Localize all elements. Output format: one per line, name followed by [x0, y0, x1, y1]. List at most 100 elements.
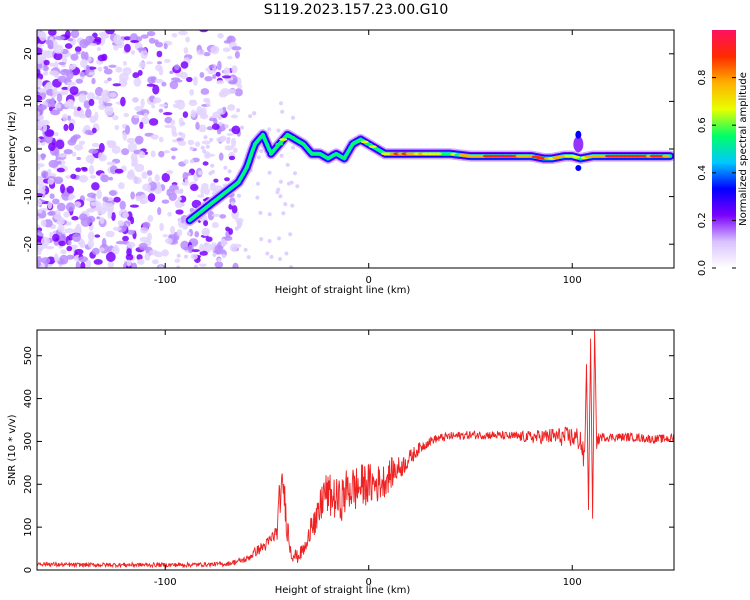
speckle-blob: [217, 60, 222, 71]
ridge-core: [360, 140, 369, 144]
speckle-blob: [170, 225, 175, 235]
speckle-blob: [156, 50, 163, 58]
speckle-blob: [259, 237, 264, 242]
speckle-blob: [140, 49, 148, 60]
speckle-blob: [158, 136, 164, 143]
speckle-blob: [45, 245, 55, 250]
speckle-blob: [53, 132, 59, 137]
speckle-blob: [124, 36, 131, 41]
speckle-blob: [226, 88, 236, 95]
speckle-blob: [112, 83, 122, 87]
speckle-blob: [130, 40, 140, 43]
speckle-blob: [78, 175, 89, 183]
speckle-blob: [138, 242, 148, 251]
y-tick-label: 0: [23, 567, 34, 573]
speckle-blob: [88, 165, 95, 175]
speckle-blob: [158, 108, 164, 113]
speckle-blob: [67, 240, 72, 246]
speckle-blob: [119, 200, 126, 210]
speckle-blob: [70, 173, 77, 180]
speckle-blob: [154, 174, 160, 182]
speckle-blob: [293, 171, 297, 176]
speckle-blob: [220, 238, 227, 247]
y-axis-label: SNR (10 * v/v): [7, 414, 18, 485]
speckle-blob: [146, 30, 156, 37]
speckle-blob: [288, 232, 293, 237]
speckle-blob: [66, 81, 77, 86]
speckle-blob: [199, 30, 209, 33]
speckle-blob: [177, 196, 182, 201]
speckle-blob: [118, 182, 125, 190]
speckle-blob: [101, 237, 107, 248]
speckle-blob: [174, 189, 179, 194]
speckle-blob: [111, 212, 116, 221]
ridge-core: [275, 142, 284, 146]
speckle-blob: [93, 259, 103, 265]
speckle-blob: [201, 140, 211, 145]
speckle-blob: [189, 89, 195, 96]
speckle-blob: [202, 149, 207, 154]
speckle-blob: [58, 61, 66, 66]
speckle-blob: [161, 172, 170, 183]
speckle-blob: [37, 260, 41, 267]
speckle-blob: [243, 247, 248, 252]
speckle-blob: [69, 86, 79, 96]
speckle-blob: [125, 253, 134, 261]
speckle-blob: [230, 137, 237, 148]
speckle-blob: [50, 97, 56, 108]
speckle-blob: [126, 137, 136, 144]
ridge-core: [433, 152, 442, 156]
speckle-blob: [158, 265, 164, 268]
y-tick-label: 400: [23, 389, 34, 408]
speckle-blob: [184, 254, 188, 259]
speckle-blob: [97, 54, 106, 62]
speckle-blob: [203, 97, 209, 103]
speckle-blob: [47, 177, 55, 185]
speckle-blob: [170, 119, 176, 126]
speckle-blob: [184, 179, 189, 184]
ridge-core: [368, 145, 377, 149]
speckle-blob: [141, 116, 150, 125]
speckle-blob: [87, 208, 94, 213]
speckle-blob: [202, 228, 209, 237]
speckle-blob: [256, 155, 261, 160]
speckle-blob: [170, 147, 178, 152]
speckle-blob: [153, 97, 162, 104]
speckle-blob: [123, 112, 129, 118]
speckle-blob: [161, 249, 169, 257]
speckle-blob: [203, 52, 211, 57]
speckle-blob: [122, 235, 129, 242]
speckle-blob: [37, 163, 45, 168]
speckle-blob: [42, 123, 48, 132]
y-tick-label: 300: [23, 432, 34, 451]
speckle-blob: [222, 47, 231, 52]
speckle-blob: [96, 216, 101, 220]
speckle-blob: [56, 167, 65, 173]
speckle-blob: [60, 249, 67, 255]
speckle-blob: [234, 88, 243, 97]
speckle-blob: [75, 51, 81, 55]
speckle-blob: [49, 70, 59, 76]
speckle-blob: [88, 98, 95, 107]
speckle-blob: [279, 101, 283, 106]
speckle-blob: [71, 151, 77, 157]
speckle-blob: [156, 61, 163, 65]
speckle-blob: [267, 127, 272, 132]
speckle-blob: [91, 182, 100, 191]
speckle-blob: [155, 41, 164, 48]
speckle-blob: [134, 105, 144, 112]
speckle-blob: [108, 64, 117, 68]
speckle-blob: [37, 152, 40, 162]
speckle-blob: [142, 183, 152, 191]
speckle-blob: [78, 113, 88, 119]
speckle-blob: [169, 70, 174, 74]
speckle-blob: [104, 105, 114, 116]
noise-speckle: [37, 30, 300, 268]
speckle-blob: [150, 150, 156, 158]
speckle-blob: [70, 30, 80, 39]
speckle-blob: [105, 252, 116, 262]
speckle-blob: [61, 86, 69, 90]
speckle-blob: [140, 226, 149, 234]
speckle-blob: [107, 261, 114, 268]
speckle-blob: [152, 259, 159, 265]
